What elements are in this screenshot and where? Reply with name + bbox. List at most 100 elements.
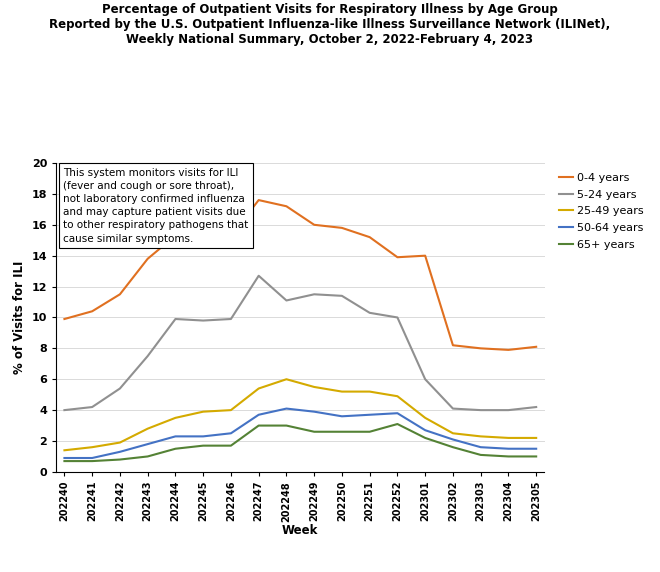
65+ years xyxy=(88,458,96,464)
50-64 years xyxy=(477,444,484,451)
25-49 years xyxy=(255,385,263,392)
50-64 years xyxy=(282,405,290,412)
50-64 years xyxy=(227,430,235,437)
50-64 years xyxy=(255,411,263,418)
5-24 years xyxy=(421,376,429,383)
50-64 years xyxy=(61,455,69,462)
Legend: 0-4 years, 5-24 years, 25-49 years, 50-64 years, 65+ years: 0-4 years, 5-24 years, 25-49 years, 50-6… xyxy=(555,169,648,254)
65+ years xyxy=(449,444,457,451)
50-64 years xyxy=(88,455,96,462)
50-64 years xyxy=(366,411,374,418)
5-24 years xyxy=(227,316,235,323)
25-49 years xyxy=(116,439,124,446)
25-49 years xyxy=(199,408,207,415)
0-4 years xyxy=(310,221,318,228)
5-24 years xyxy=(449,405,457,412)
5-24 years xyxy=(393,314,401,321)
50-64 years xyxy=(532,445,540,452)
Text: Content provider: CDC.: Content provider: CDC. xyxy=(8,549,108,558)
25-49 years xyxy=(144,425,152,432)
0-4 years xyxy=(421,252,429,259)
5-24 years xyxy=(144,352,152,360)
Line: 50-64 years: 50-64 years xyxy=(65,408,536,458)
0-4 years xyxy=(116,291,124,297)
25-49 years xyxy=(282,376,290,383)
5-24 years xyxy=(88,404,96,411)
50-64 years xyxy=(116,448,124,455)
0-4 years xyxy=(227,232,235,239)
25-49 years xyxy=(172,414,180,421)
0-4 years xyxy=(255,197,263,204)
65+ years xyxy=(310,428,318,435)
5-24 years xyxy=(255,272,263,279)
X-axis label: Week: Week xyxy=(282,525,319,537)
65+ years xyxy=(421,435,429,442)
25-49 years xyxy=(504,435,512,442)
65+ years xyxy=(532,453,540,460)
65+ years xyxy=(227,442,235,449)
25-49 years xyxy=(449,430,457,437)
50-64 years xyxy=(310,408,318,415)
5-24 years xyxy=(366,309,374,316)
25-49 years xyxy=(477,433,484,440)
50-64 years xyxy=(393,410,401,416)
0-4 years xyxy=(282,203,290,210)
50-64 years xyxy=(144,440,152,447)
65+ years xyxy=(504,453,512,460)
0-4 years xyxy=(449,342,457,349)
50-64 years xyxy=(504,445,512,452)
0-4 years xyxy=(338,224,346,231)
50-64 years xyxy=(199,433,207,440)
0-4 years xyxy=(366,234,374,241)
5-24 years xyxy=(338,292,346,299)
5-24 years xyxy=(532,404,540,411)
Line: 65+ years: 65+ years xyxy=(65,424,536,461)
50-64 years xyxy=(421,427,429,434)
0-4 years xyxy=(504,347,512,353)
25-49 years xyxy=(338,388,346,395)
25-49 years xyxy=(393,393,401,400)
0-4 years xyxy=(477,345,484,352)
0-4 years xyxy=(532,343,540,350)
5-24 years xyxy=(199,317,207,324)
5-24 years xyxy=(282,297,290,304)
65+ years xyxy=(282,422,290,429)
0-4 years xyxy=(172,232,180,239)
65+ years xyxy=(199,442,207,449)
25-49 years xyxy=(227,407,235,414)
25-49 years xyxy=(532,435,540,442)
Text: Percentage of Outpatient Visits for Respiratory Illness by Age Group
Reported by: Percentage of Outpatient Visits for Resp… xyxy=(50,3,611,46)
Y-axis label: % of Visits for ILI: % of Visits for ILI xyxy=(13,261,26,374)
65+ years xyxy=(116,456,124,463)
65+ years xyxy=(477,451,484,458)
65+ years xyxy=(255,422,263,429)
5-24 years xyxy=(172,316,180,323)
65+ years xyxy=(144,453,152,460)
0-4 years xyxy=(199,234,207,241)
5-24 years xyxy=(504,407,512,414)
0-4 years xyxy=(88,308,96,315)
65+ years xyxy=(366,428,374,435)
25-49 years xyxy=(88,444,96,451)
65+ years xyxy=(338,428,346,435)
25-49 years xyxy=(421,414,429,421)
50-64 years xyxy=(338,413,346,420)
Line: 25-49 years: 25-49 years xyxy=(65,379,536,450)
25-49 years xyxy=(366,388,374,395)
Line: 5-24 years: 5-24 years xyxy=(65,276,536,410)
0-4 years xyxy=(393,254,401,261)
5-24 years xyxy=(477,407,484,414)
50-64 years xyxy=(172,433,180,440)
5-24 years xyxy=(61,407,69,414)
65+ years xyxy=(61,458,69,464)
65+ years xyxy=(393,420,401,427)
Text: This system monitors visits for ILI
(fever and cough or sore throat),
not labora: This system monitors visits for ILI (fev… xyxy=(63,168,249,244)
Line: 0-4 years: 0-4 years xyxy=(65,200,536,350)
0-4 years xyxy=(61,316,69,323)
Text: Source: CDC. Material obtained from CDC website, and is available on CDC website: Source: CDC. Material obtained from CDC … xyxy=(8,514,660,523)
5-24 years xyxy=(310,291,318,297)
65+ years xyxy=(172,445,180,452)
25-49 years xyxy=(310,383,318,390)
25-49 years xyxy=(61,447,69,454)
50-64 years xyxy=(449,436,457,443)
